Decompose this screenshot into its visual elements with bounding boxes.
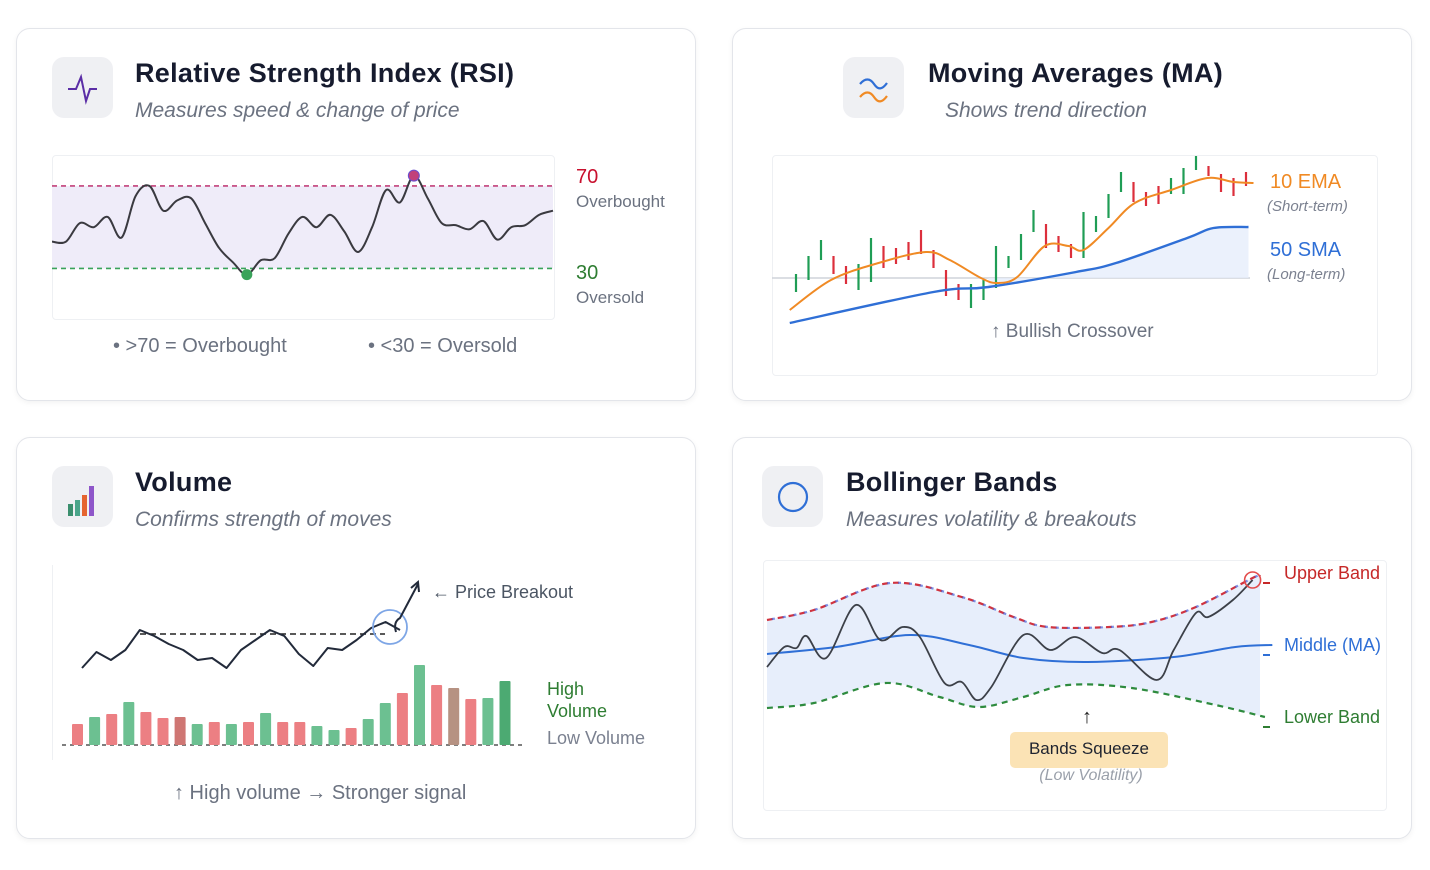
sma-note: (Long-term)	[1267, 266, 1346, 283]
lower-band-label: Lower Band	[1284, 707, 1381, 727]
volume-bar	[294, 722, 306, 745]
ma-title: Moving Averages (MA)	[928, 58, 1224, 88]
volume-card	[16, 437, 696, 839]
ema-note: (Short-term)	[1267, 198, 1348, 215]
wave-lines-icon	[859, 78, 888, 103]
band-fill	[767, 575, 1265, 717]
volume-icon-box	[52, 466, 113, 527]
volume-bar	[311, 726, 323, 745]
overbought-label: Overbought	[576, 192, 665, 211]
high-volume-label-2: Volume	[547, 701, 608, 721]
volume-bar	[396, 693, 408, 745]
volume-bar	[208, 722, 220, 745]
volume-bar	[277, 722, 289, 745]
ma-subtitle: Shows trend direction	[945, 99, 1147, 122]
squeeze-arrow-icon: ↑	[1082, 706, 1092, 728]
low-volume-label: Low Volume	[547, 728, 646, 748]
squeeze-note: (Low Volatility)	[1039, 767, 1143, 784]
volume-bar	[362, 719, 374, 745]
breakout-arrow	[394, 583, 419, 633]
volume-bar	[482, 698, 494, 745]
middle-band-label: Middle (MA)	[1284, 635, 1382, 655]
ema-label: 10 EMA	[1270, 171, 1342, 193]
volume-bar	[140, 712, 152, 745]
oversold-value: 30	[576, 262, 599, 284]
oversold-label: Oversold	[576, 288, 645, 307]
upper-band-label: Upper Band	[1284, 563, 1381, 583]
rsi-title: Relative Strength Index (RSI)	[135, 58, 515, 88]
volume-bar	[260, 713, 272, 745]
bollinger-subtitle: Measures volatility & breakouts	[846, 508, 1137, 531]
volume-bar	[174, 717, 186, 745]
legend-overbought: • >70 = Overbought	[113, 335, 287, 357]
volume-bar	[106, 714, 118, 745]
volume-bar	[448, 688, 460, 745]
crossover-label: ↑ Bullish Crossover	[991, 321, 1154, 342]
rsi-subtitle: Measures speed & change of price	[135, 99, 460, 122]
rsi-icon-box	[52, 57, 113, 118]
volume-bar	[345, 728, 357, 745]
volume-bar	[328, 730, 340, 745]
volume-bar	[465, 699, 477, 745]
lower-band-line	[766, 681, 1266, 719]
breakout-label: ← Price Breakout	[432, 582, 574, 602]
volume-title: Volume	[135, 467, 233, 497]
pulse-icon	[68, 73, 97, 105]
volume-subtitle: Confirms strength of moves	[135, 508, 392, 531]
breakout-arrowhead-icon	[410, 579, 420, 593]
circle-icon	[777, 481, 809, 513]
volume-bar	[123, 702, 135, 745]
volume-bar	[225, 724, 237, 745]
high-volume-label-1: High	[547, 679, 585, 699]
bar-chart-icon	[68, 486, 94, 516]
volume-bar	[157, 718, 169, 745]
overbought-value: 70	[576, 166, 599, 188]
squeeze-badge	[1010, 732, 1168, 768]
rsi-line	[51, 174, 554, 276]
bollinger-icon-box	[762, 466, 823, 527]
volume-bar	[499, 681, 511, 745]
sma-label: 50 SMA	[1270, 239, 1342, 261]
middle-band-line	[766, 633, 1273, 664]
overbought-point	[407, 169, 420, 182]
ema-line	[789, 176, 1254, 311]
neutral-zone	[52, 185, 553, 269]
sma-area	[988, 226, 1249, 287]
breakout-circle	[1243, 571, 1262, 589]
price-line	[81, 621, 401, 669]
price-line	[766, 579, 1254, 702]
volume-bar	[72, 724, 83, 745]
volume-bar	[89, 717, 101, 745]
volume-plot-edge	[52, 565, 53, 760]
volume-bar	[243, 722, 254, 745]
breakout-circle	[372, 609, 408, 645]
volume-bar	[431, 685, 443, 745]
oversold-point	[241, 269, 253, 281]
legend-oversold: • <30 = Oversold	[368, 335, 518, 357]
upper-band-accent	[766, 574, 1262, 630]
volume-bar	[414, 665, 425, 745]
volume-bar	[379, 703, 391, 745]
sma-line	[789, 225, 1249, 325]
volume-footer: ↑ High volume → Stronger signal	[174, 782, 467, 804]
volume-bar	[191, 724, 203, 745]
bollinger-title: Bollinger Bands	[846, 467, 1058, 497]
ma-icon-box	[843, 57, 904, 118]
squeeze-label: Bands Squeeze	[1028, 739, 1150, 758]
